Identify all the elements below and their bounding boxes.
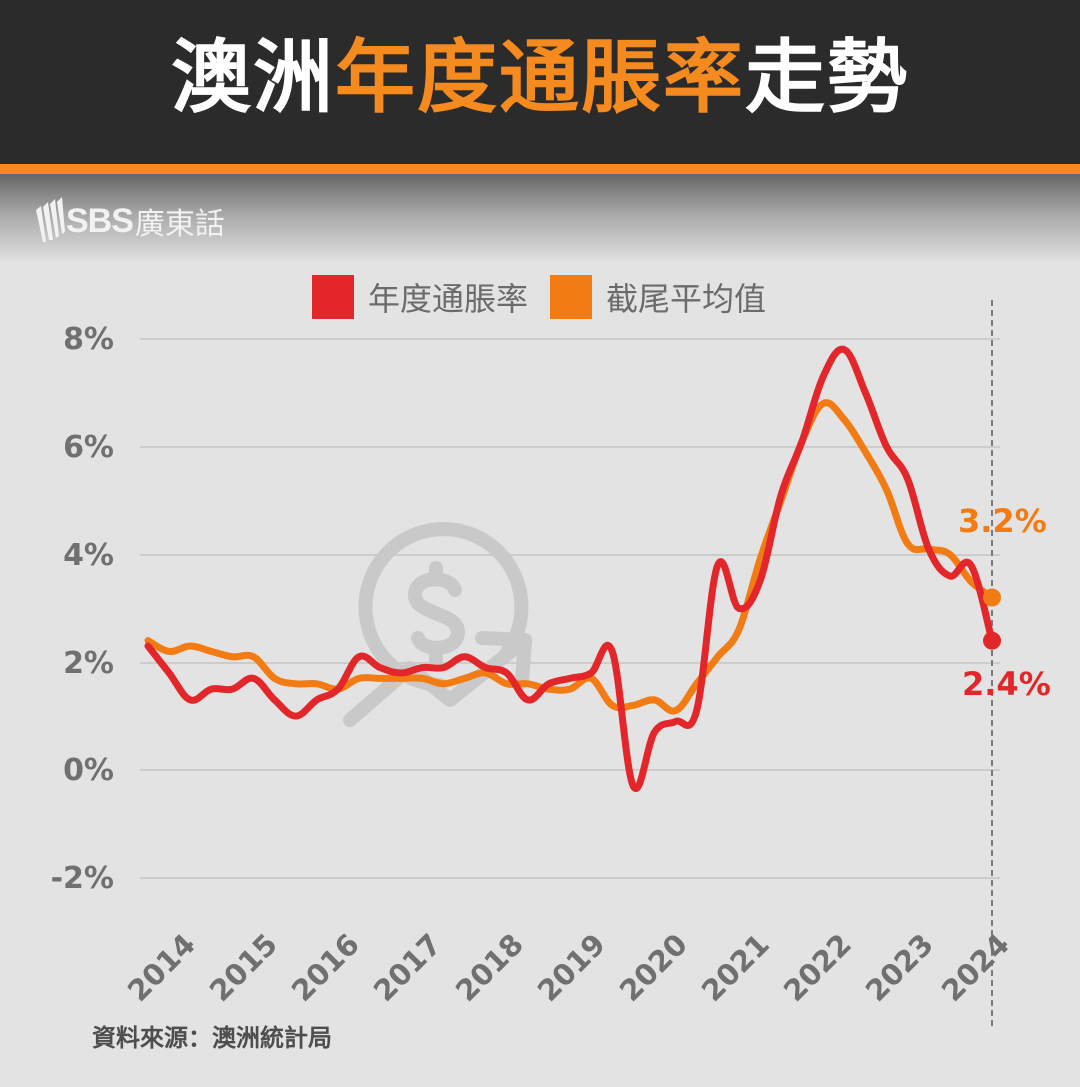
trimmed-mean-latest-label: 3.2% — [958, 502, 1047, 540]
legend-swatch-red — [312, 275, 354, 319]
annual-cpi-latest-label: 2.4% — [962, 665, 1051, 703]
title-part-trend: 走勢 — [745, 31, 909, 124]
sbs-logo: SBS 廣東話 — [32, 196, 225, 246]
legend-label: 年度通脹率 — [368, 280, 529, 318]
logo-language: 廣東話 — [134, 207, 225, 242]
page-title: 澳洲年度通脹率走勢 — [171, 38, 909, 118]
gradient-band — [0, 174, 1080, 264]
orange-divider — [0, 164, 1080, 174]
legend-item-cpi: 年度通脹率 — [312, 274, 528, 320]
title-part-highlight: 年度通脹率 — [335, 31, 745, 124]
gridlines — [140, 338, 1000, 879]
y-tick-label: 4% — [63, 538, 114, 573]
trimmed-mean-line — [144, 399, 996, 715]
legend-label: 截尾平均值 — [606, 280, 767, 318]
y-tick-label: -2% — [50, 861, 114, 896]
y-tick-label: 0% — [63, 753, 114, 788]
annual-cpi-line — [144, 345, 996, 793]
annual-cpi-end-dot — [983, 631, 1001, 650]
y-tick-label: 6% — [63, 430, 114, 465]
header-banner: 澳洲年度通脹率走勢 — [0, 0, 1080, 164]
chart-legend: 年度通脹率 截尾平均值 — [312, 274, 766, 320]
sbs-mark-icon — [36, 197, 65, 242]
y-tick-label: 8% — [63, 322, 114, 357]
title-part-country: 澳洲 — [171, 31, 335, 124]
data-source-note: 資料來源：澳洲統計局 — [92, 1024, 332, 1052]
legend-swatch-orange — [550, 275, 593, 319]
trimmed-mean-end-dot — [983, 588, 1001, 607]
y-tick-label: 2% — [63, 646, 114, 681]
legend-item-trimmed-mean: 截尾平均值 — [550, 274, 766, 320]
logo-brand: SBS — [66, 201, 134, 240]
dollar-growth-watermark-icon — [343, 522, 532, 727]
